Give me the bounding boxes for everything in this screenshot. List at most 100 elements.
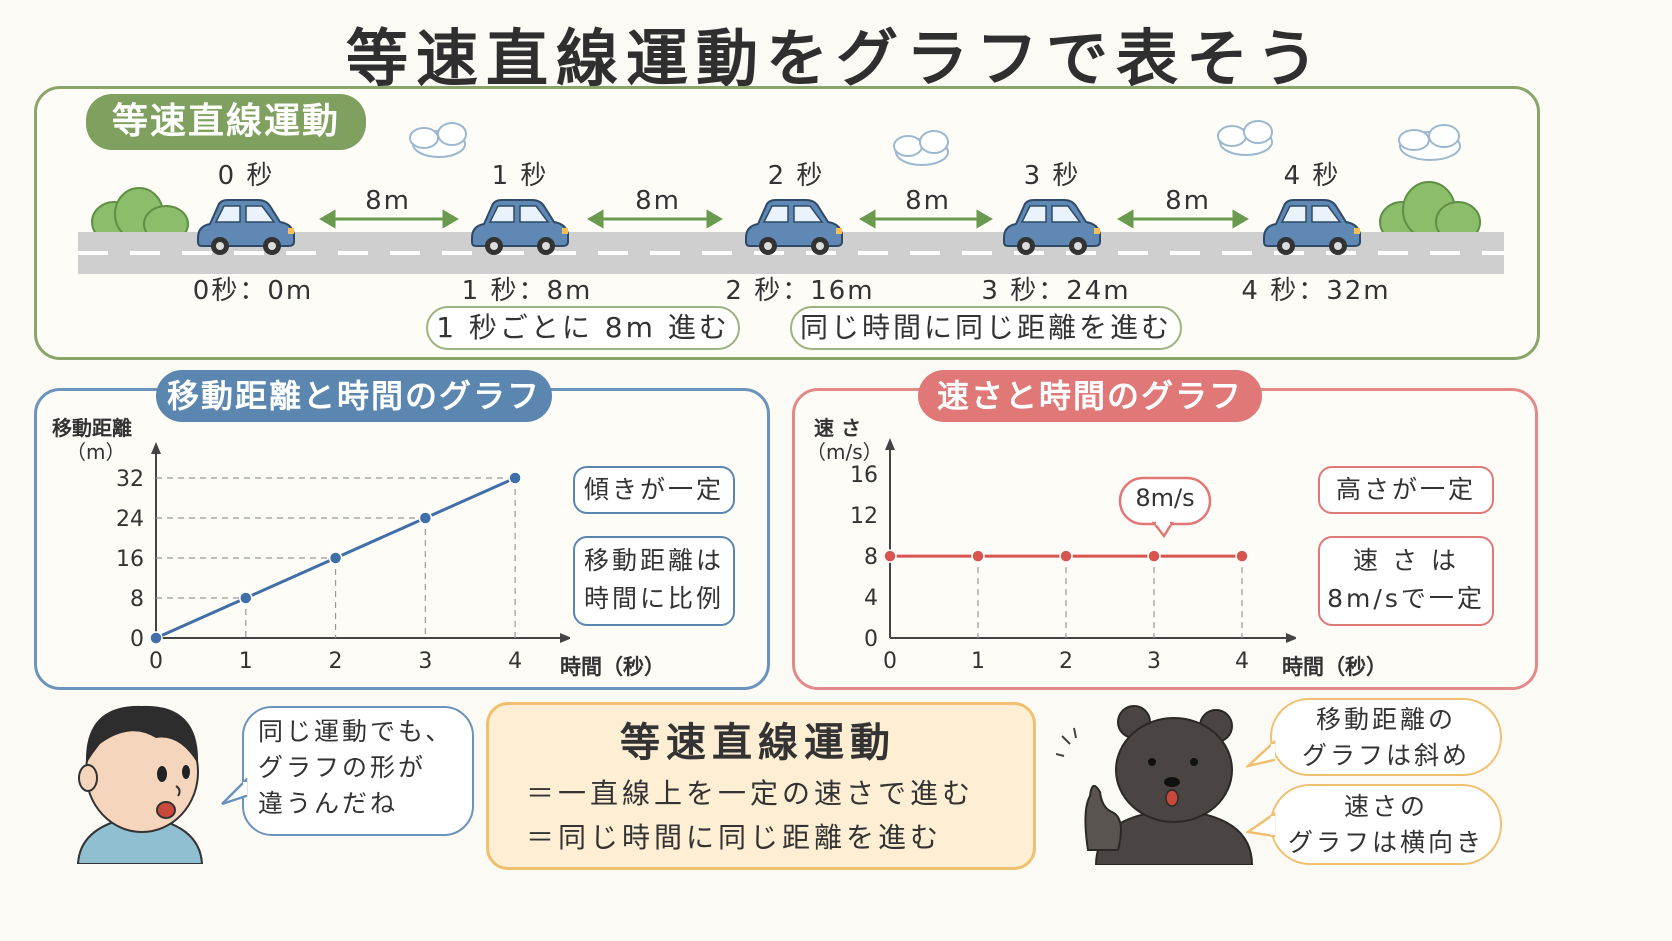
x-axis-arrow (560, 633, 570, 643)
speed-callout-text: 8m/s (1135, 484, 1195, 512)
gap-label-3: 8m (905, 186, 951, 216)
gap-label-2: 8m (635, 186, 681, 216)
data-point (328, 551, 343, 565)
speed-constant-line1: 速 さ は (1353, 546, 1459, 575)
bear-speech1-line2: グラフは斜め (1301, 741, 1470, 770)
boy-character (76, 705, 204, 864)
gap-label-1: 8m (365, 186, 411, 216)
data-point (1059, 549, 1073, 563)
car-icon (1003, 199, 1101, 255)
time-label-4: 4 秒 (1283, 161, 1341, 191)
y-tick-label: 4 (864, 586, 878, 611)
x-tick-label: 3 (418, 649, 432, 674)
distance-xlabel: 時間（秒） (560, 655, 665, 679)
speed-constant-line2: 8m/sで一定 (1327, 584, 1485, 613)
distance-proportional-line2: 時間に比例 (583, 584, 724, 613)
data-point (1147, 549, 1161, 563)
y-tick-label: 0 (864, 627, 878, 652)
road-scene (78, 120, 1504, 274)
data-point (418, 511, 433, 525)
summary-line1: ＝一直線上を一定の速さで進む (526, 777, 975, 810)
speed-constant-box: 速 さ は 8m/sで一定 (1318, 536, 1494, 626)
car-icon (1263, 199, 1361, 255)
time-label-1: 1 秒 (491, 161, 549, 191)
boy-bubble-tail (221, 778, 248, 806)
data-point (149, 631, 163, 645)
speed-tab: 速さと時間のグラフ (918, 370, 1262, 422)
position-label-1: 1 秒：8m (461, 276, 593, 306)
y-tick-label: 32 (116, 467, 144, 492)
speed-ylabel: 速 さ (814, 416, 861, 440)
bear-speech2-line2: グラフは横向き (1287, 828, 1484, 857)
bear-speech1-line1: 移動距離の (1315, 705, 1456, 734)
car-icon (745, 199, 843, 255)
distance-proportional-box: 移動距離は 時間に比例 (573, 536, 735, 626)
note-per-second: 1 秒ごとに 8m 進む (426, 306, 740, 350)
height-constant-box: 高さが一定 (1318, 466, 1494, 514)
position-label-3: 3 秒：24m (981, 276, 1131, 306)
y-axis-arrow (151, 442, 161, 454)
data-point (971, 549, 985, 563)
time-label-2: 2 秒 (767, 161, 825, 191)
motion-tab: 等速直線運動 (86, 94, 366, 150)
x-tick-label: 2 (329, 649, 343, 674)
x-tick-label: 0 (149, 649, 163, 674)
position-label-0: 0秒：0m (192, 276, 314, 306)
x-tick-label: 2 (1059, 649, 1073, 674)
bear-speech-bubble-1: 移動距離の グラフは斜め (1270, 698, 1502, 776)
cloud-icon (409, 122, 467, 158)
distance-proportional-line1: 移動距離は (583, 546, 724, 575)
y-tick-label: 24 (116, 507, 144, 532)
boy-speech-line1: 同じ運動でも、 (258, 717, 454, 746)
time-label-0: 0 秒 (217, 161, 275, 191)
y-tick-label: 16 (116, 547, 144, 572)
y-tick-label: 0 (130, 627, 144, 652)
distance-chart: 0 8 16 24 32 0 1 2 3 4 (116, 442, 570, 674)
x-tick-label: 3 (1147, 649, 1161, 674)
boy-speech-bubble: 同じ運動でも、 グラフの形が 違うんだね (242, 706, 474, 836)
position-label-4: 4 秒：32m (1241, 276, 1391, 306)
bear-speech-bubble-2: 速さの グラフは横向き (1270, 784, 1502, 865)
summary-line2: ＝同じ時間に同じ距離を進む (526, 821, 943, 854)
y-tick-label: 12 (850, 504, 878, 529)
data-point (239, 591, 253, 605)
x-tick-label: 4 (1235, 649, 1249, 674)
car-icon (471, 199, 569, 255)
bear-character (1056, 705, 1254, 865)
speed-xlabel: 時間（秒） (1282, 655, 1387, 679)
distance-yunit: （m） (66, 440, 126, 464)
data-point (508, 471, 522, 485)
summary-title: 等速直線運動 (620, 720, 896, 766)
distance-ylabel: 移動距離 (52, 416, 132, 440)
gap-label-4: 8m (1165, 186, 1211, 216)
speed-yunit: （m/s） (806, 440, 883, 464)
bear-bubble-tail-2 (1246, 812, 1276, 838)
boy-speech-line2: グラフの形が (258, 753, 427, 782)
bear-speech2-line1: 速さの (1343, 792, 1428, 821)
cloud-icon (893, 130, 949, 166)
page-title: 等速直線運動をグラフで表そう (345, 22, 1326, 95)
boy-speech-line3: 違うんだね (258, 789, 399, 818)
x-tick-label: 1 (239, 649, 253, 674)
y-axis-arrow (885, 438, 895, 450)
distance-tab: 移動距離と時間のグラフ (156, 370, 552, 422)
y-tick-label: 8 (864, 545, 878, 570)
bear-bubble-tail-1 (1246, 740, 1276, 768)
data-point (883, 549, 897, 563)
note-same-distance: 同じ時間に同じ距離を進む (790, 306, 1182, 350)
x-tick-label: 0 (883, 649, 897, 674)
time-label-3: 3 秒 (1023, 161, 1081, 191)
y-tick-label: 16 (850, 463, 878, 488)
x-tick-label: 4 (508, 649, 522, 674)
slope-constant-box: 傾きが一定 (573, 466, 735, 514)
data-point (1235, 549, 1249, 563)
x-axis-arrow (1286, 633, 1296, 643)
car-icon (197, 199, 295, 255)
position-label-2: 2 秒：16m (725, 276, 875, 306)
speed-callout: 8m/s (1118, 476, 1212, 538)
cloud-icon (1398, 124, 1461, 161)
x-tick-label: 1 (971, 649, 985, 674)
cloud-icon (1217, 120, 1273, 156)
y-tick-label: 8 (130, 587, 144, 612)
